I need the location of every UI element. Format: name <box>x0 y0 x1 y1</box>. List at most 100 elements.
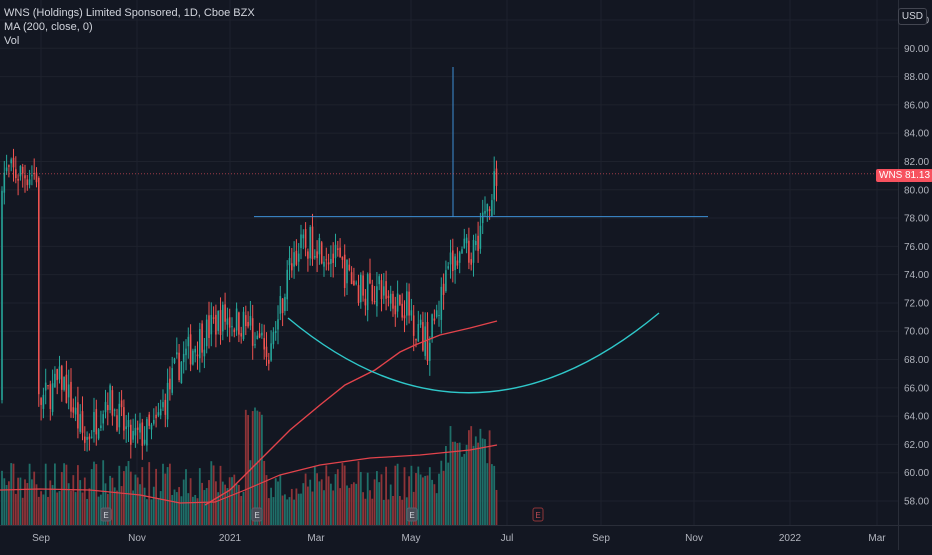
volume-bar <box>150 499 153 525</box>
volume-bar <box>274 478 277 525</box>
volume-bar <box>192 496 194 525</box>
candle-body <box>406 291 408 316</box>
symbol-title[interactable]: WNS (Holdings) Limited Sponsored, 1D, Cb… <box>4 7 255 19</box>
price-axis-tick-label: 62.00 <box>904 440 929 451</box>
candle-body <box>263 338 265 350</box>
volume-bar <box>332 490 335 525</box>
volume-bar <box>81 492 84 525</box>
earnings-marker-icon[interactable]: E <box>532 507 544 522</box>
candle-body <box>31 175 33 177</box>
candle-body <box>182 353 185 363</box>
candle-body <box>270 343 272 361</box>
candle-body <box>159 408 162 416</box>
candle-body <box>33 173 35 175</box>
price-axis-tick-label: 74.00 <box>904 270 929 281</box>
candle-body <box>251 318 254 346</box>
volume-bar <box>373 479 376 525</box>
volume-bar <box>491 464 493 525</box>
candle-body <box>228 317 231 328</box>
candle-body <box>369 273 371 284</box>
volume-bar <box>104 483 107 525</box>
volume-bar <box>49 480 52 525</box>
volume-bar <box>164 473 167 525</box>
candle-body <box>77 402 79 429</box>
volume-bar <box>330 483 332 525</box>
volume-bar <box>244 409 247 525</box>
candle-body <box>362 275 364 296</box>
volume-bar <box>212 465 215 525</box>
volume-bar <box>58 491 61 525</box>
volume-bar <box>235 484 238 525</box>
volume-bar <box>288 497 291 525</box>
candle-body <box>118 403 121 428</box>
price-axis-tick-label: 76.00 <box>904 242 929 253</box>
volume-bar <box>419 474 422 525</box>
candle-body <box>389 293 392 304</box>
candle-body <box>231 326 233 328</box>
candle-body <box>5 167 8 172</box>
candle-body <box>426 321 429 362</box>
volume-bar <box>449 426 452 525</box>
volume-bar <box>19 477 22 525</box>
candle-body <box>325 259 328 261</box>
candle-body <box>199 329 201 359</box>
volume-indicator-label[interactable]: Vol <box>4 35 20 47</box>
candle-body <box>215 314 217 335</box>
volume-bar <box>339 488 341 525</box>
currency-button[interactable]: USD <box>897 8 927 25</box>
volume-bar <box>415 473 417 525</box>
candle-body <box>484 211 486 214</box>
candle-body <box>376 286 378 307</box>
volume-bar <box>313 466 316 525</box>
volume-bar <box>12 463 15 525</box>
candle-body <box>440 286 443 320</box>
candle-body <box>311 226 314 260</box>
volume-bar <box>279 474 282 525</box>
earnings-marker-icon[interactable]: E <box>406 507 418 522</box>
volume-bar <box>8 481 10 525</box>
volume-bar <box>309 479 312 525</box>
price-axis-tick-label: 80.00 <box>904 185 929 196</box>
candle-body <box>307 251 309 259</box>
volume-bar <box>233 474 236 525</box>
volume-bar <box>116 490 118 525</box>
volume-bar <box>463 453 466 525</box>
earnings-marker-icon[interactable]: E <box>100 507 112 522</box>
volume-bar <box>426 475 429 525</box>
volume-bar <box>389 484 392 525</box>
price-axis-tick-label: 66.00 <box>904 383 929 394</box>
volume-bar <box>65 464 68 525</box>
volume-bar <box>26 483 29 525</box>
volume-bar <box>325 465 328 525</box>
time-axis-label: Jul <box>501 533 514 544</box>
ma-indicator-label[interactable]: MA (200, close, 0) <box>4 21 93 33</box>
candle-body <box>205 319 208 347</box>
volume-bar <box>178 487 180 525</box>
candle-body <box>433 318 436 321</box>
candle-body <box>10 159 12 164</box>
candle-body <box>242 311 245 340</box>
volume-bar <box>396 463 399 525</box>
candle-body <box>491 200 493 217</box>
volume-bar <box>77 465 79 525</box>
candle-body <box>279 296 282 314</box>
volume-bar <box>458 442 461 525</box>
volume-bar <box>472 445 475 525</box>
volume-bar <box>343 465 346 525</box>
candle-body <box>93 412 95 433</box>
volume-bar <box>143 487 146 525</box>
candle-body <box>396 293 399 312</box>
volume-bar <box>300 493 302 525</box>
candle-body <box>256 335 259 340</box>
volume-bar <box>21 497 24 525</box>
price-axis-tick-label: 58.00 <box>904 497 929 508</box>
candle-body <box>435 310 438 317</box>
earnings-marker-icon[interactable]: E <box>251 507 263 522</box>
volume-bar <box>159 491 162 525</box>
volume-bar <box>215 481 217 525</box>
candle-body <box>113 409 116 411</box>
candle-body <box>153 419 155 424</box>
candle-body <box>44 382 47 391</box>
